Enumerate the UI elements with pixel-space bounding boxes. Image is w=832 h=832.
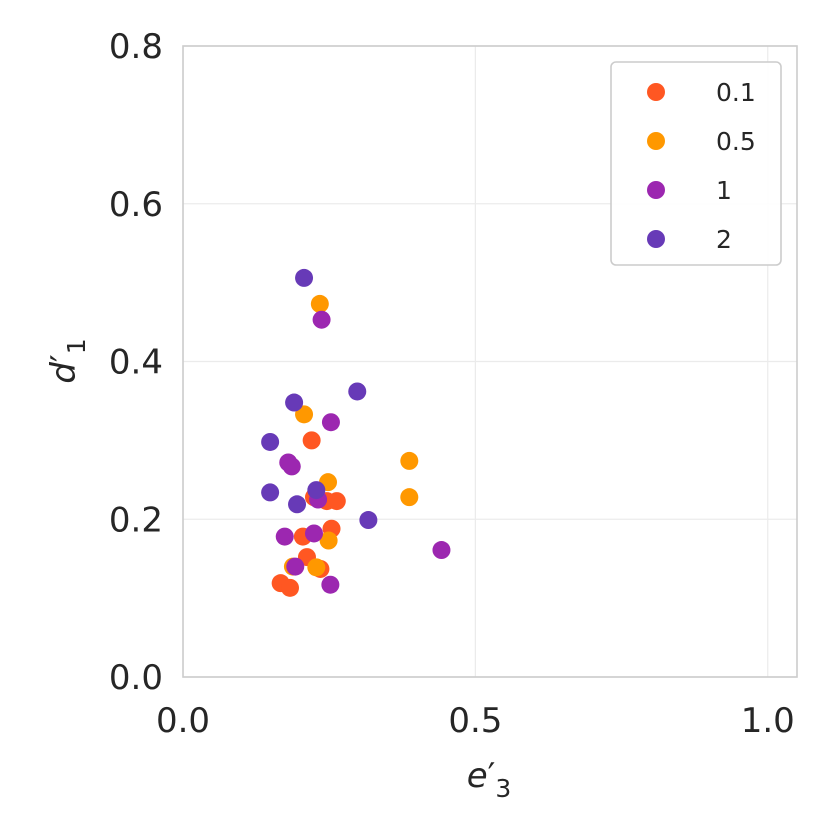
data-point xyxy=(282,457,301,476)
data-point xyxy=(261,432,280,451)
x-tick-label: 0.5 xyxy=(448,701,502,741)
legend-item: 0.1 xyxy=(647,78,756,107)
legend-marker xyxy=(647,181,665,199)
data-point xyxy=(319,531,338,550)
data-point xyxy=(321,413,340,432)
plot-frame xyxy=(182,45,798,678)
legend-item: 0.5 xyxy=(647,127,756,156)
data-point xyxy=(359,511,378,530)
data-point xyxy=(327,492,346,511)
data-point xyxy=(307,558,326,577)
x-tick-label: 1.0 xyxy=(741,701,795,741)
data-point xyxy=(275,527,294,546)
data-point xyxy=(295,268,314,287)
y-tick-label: 0.2 xyxy=(109,500,163,540)
y-tick-label: 0.4 xyxy=(109,343,163,383)
data-point xyxy=(286,557,305,576)
data-point xyxy=(281,578,300,597)
data-point xyxy=(310,294,329,313)
y-tick-label: 0.8 xyxy=(109,27,163,67)
data-point xyxy=(261,483,280,502)
legend: 0.1 0.5 1 2 xyxy=(610,61,782,266)
legend-label: 1 xyxy=(716,176,732,205)
y-tick-label: 0.6 xyxy=(109,185,163,225)
legend-marker xyxy=(647,230,665,248)
x-tick-label: 0.0 xyxy=(156,701,210,741)
legend-item: 1 xyxy=(647,176,732,205)
data-point xyxy=(348,382,367,401)
x-tick-labels: 0.0 0.5 1.0 xyxy=(156,701,795,741)
y-axis-label: d′1 xyxy=(44,338,91,383)
data-point xyxy=(304,524,323,543)
data-point xyxy=(285,393,304,412)
data-point xyxy=(400,451,419,470)
data-point xyxy=(307,481,326,500)
data-point xyxy=(432,541,451,560)
legend-label: 0.1 xyxy=(716,78,756,107)
data-point xyxy=(321,575,340,594)
legend-item: 2 xyxy=(647,225,732,254)
data-point xyxy=(312,310,331,329)
data-point xyxy=(400,488,419,507)
x-axis-label: e′3 xyxy=(467,756,512,803)
data-point xyxy=(302,431,321,450)
data-point xyxy=(295,405,314,424)
legend-marker xyxy=(647,132,665,150)
series-2 xyxy=(261,268,378,530)
legend-label: 0.5 xyxy=(716,127,756,156)
y-tick-labels: 0.0 0.2 0.4 0.6 0.8 xyxy=(109,27,163,698)
data-points xyxy=(261,268,451,597)
legend-box xyxy=(610,61,782,266)
legend-label: 2 xyxy=(716,225,732,254)
data-point xyxy=(288,495,307,514)
legend-marker xyxy=(647,83,665,101)
y-tick-label: 0.0 xyxy=(109,658,163,698)
